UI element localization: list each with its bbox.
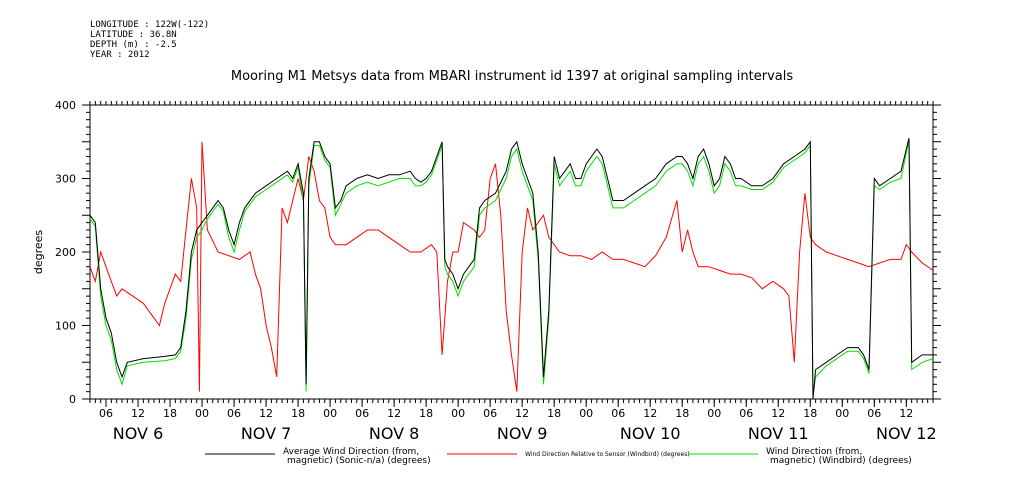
series-line-2	[89, 141, 934, 396]
y-tick-label: 400	[55, 99, 76, 112]
longitude-text: LONGITUDE : 122W(-122)	[90, 20, 210, 30]
day-labels: NOV 6 NOV 7 NOV 8 NOV 9 NOV 10 NOV 11 NOV 12	[113, 424, 937, 443]
x-tick-label: 12	[387, 407, 401, 420]
x-tick-label: 12	[899, 407, 913, 420]
year-text: YEAR : 2012	[90, 50, 150, 60]
latitude-text: LATITUDE : 36.8N	[90, 30, 177, 40]
legend: Average Wind Direction (from,magnetic) (…	[205, 447, 912, 466]
series-line-0	[89, 137, 933, 400]
y-tick-label: 100	[55, 320, 76, 333]
x-tick-label: 00	[323, 407, 337, 420]
x-tick-label: 06	[227, 407, 241, 420]
x-tick-label: 00	[451, 407, 465, 420]
x-tick-label: 12	[771, 407, 785, 420]
day-label: NOV 10	[620, 424, 681, 443]
series-lines	[89, 137, 934, 400]
day-label: NOV 9	[497, 424, 548, 443]
x-tick-label: 06	[99, 407, 113, 420]
day-label: NOV 12	[876, 424, 937, 443]
legend-label: Wind Direction (from,	[766, 447, 862, 457]
x-tick-label: 18	[291, 407, 305, 420]
x-tick-label: 18	[547, 407, 561, 420]
y-tick-label: 0	[69, 393, 76, 406]
x-tick-label: 00	[195, 407, 209, 420]
x-tick-label: 18	[675, 407, 689, 420]
y-tick-label: 300	[55, 173, 76, 186]
x-tick-label: 06	[483, 407, 497, 420]
y-tick-label: 200	[55, 246, 76, 259]
x-tick-label: 12	[515, 407, 529, 420]
x-tick-label: 18	[419, 407, 433, 420]
y-tick-labels: 0 100 200 300 400	[55, 99, 76, 406]
x-tick-label: 00	[835, 407, 849, 420]
metadata-block: LONGITUDE : 122W(-122) LATITUDE : 36.8N …	[90, 20, 209, 60]
depth-text: DEPTH (m) : -2.5	[90, 40, 177, 50]
x-tick-label: 06	[611, 407, 625, 420]
x-tick-label: 06	[739, 407, 753, 420]
x-tick-label: 12	[131, 407, 145, 420]
series-line-1	[89, 141, 934, 392]
day-label: NOV 7	[241, 424, 292, 443]
legend-label: Wind Direction Relative to Sensor (Windb…	[525, 451, 690, 458]
x-tick-label: 00	[579, 407, 593, 420]
axis-ticks	[82, 101, 941, 407]
x-tick-label: 18	[803, 407, 817, 420]
day-label: NOV 6	[113, 424, 164, 443]
x-tick-label: 18	[163, 407, 177, 420]
day-label: NOV 8	[369, 424, 420, 443]
x-tick-label: 06	[355, 407, 369, 420]
x-tick-label: 06	[867, 407, 881, 420]
x-tick-label: 12	[643, 407, 657, 420]
x-tick-label: 12	[259, 407, 273, 420]
chart-title: Mooring M1 Metsys data from MBARI instru…	[231, 69, 793, 84]
legend-label: magnetic) (Windbird) (degrees)	[770, 456, 912, 466]
legend-label: magnetic) (Sonic-n/a) (degrees)	[287, 456, 431, 466]
day-label: NOV 11	[748, 424, 809, 443]
x-tick-label: 00	[707, 407, 721, 420]
legend-label: Average Wind Direction (from,	[283, 447, 419, 457]
x-tick-labels: 06 12 18 00 06 12 18 00 06 12 18 00 06 12 18 00 06 12 18 00…	[99, 407, 913, 420]
y-axis-label: degrees	[32, 230, 45, 275]
